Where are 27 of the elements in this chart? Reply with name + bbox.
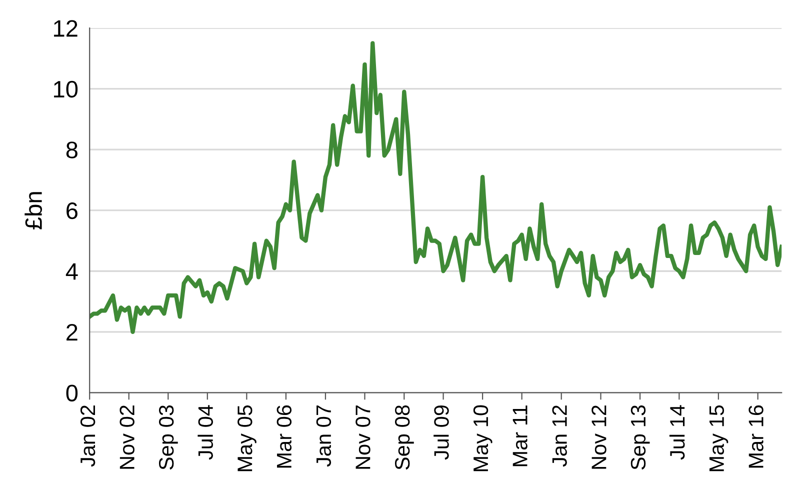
x-tick-label: Jul 09 [434, 405, 449, 460]
x-tick-label: May 15 [709, 405, 728, 472]
y-tick-label: 6 [66, 202, 78, 220]
x-tick-label: Nov 02 [120, 406, 134, 469]
x-tick-label: Sep 03 [158, 405, 178, 470]
x-tick-label: Jan 07 [316, 406, 332, 467]
y-axis-title: £bn [24, 192, 42, 230]
x-tick-label: Jul 04 [198, 405, 213, 460]
y-tick-label: 2 [66, 324, 78, 340]
y-tick-label: 8 [66, 142, 78, 158]
x-tick-label: Sep 08 [394, 405, 414, 470]
x-tick-label: Jan 02 [80, 406, 96, 467]
line-series [90, 41, 782, 334]
x-tick-label: Sep 13 [630, 405, 650, 470]
x-tick-label: Jan 12 [552, 406, 567, 467]
x-tick-label: Mar 11 [512, 405, 528, 466]
y-tick-label: 4 [66, 263, 78, 280]
x-tick-label: Nov 12 [592, 406, 606, 469]
x-tick-label: May 10 [473, 405, 492, 472]
x-tick-label: Mar 06 [276, 405, 292, 468]
x-tick-label: May 05 [238, 405, 256, 472]
x-tick-label: Mar 16 [748, 405, 764, 468]
y-tick-label: 0 [66, 384, 78, 402]
y-tick-label: 10 [54, 80, 78, 98]
y-tick-label: 12 [54, 20, 78, 37]
x-tick-label: Nov 07 [356, 406, 370, 469]
x-tick-label: Jul 14 [669, 405, 685, 460]
